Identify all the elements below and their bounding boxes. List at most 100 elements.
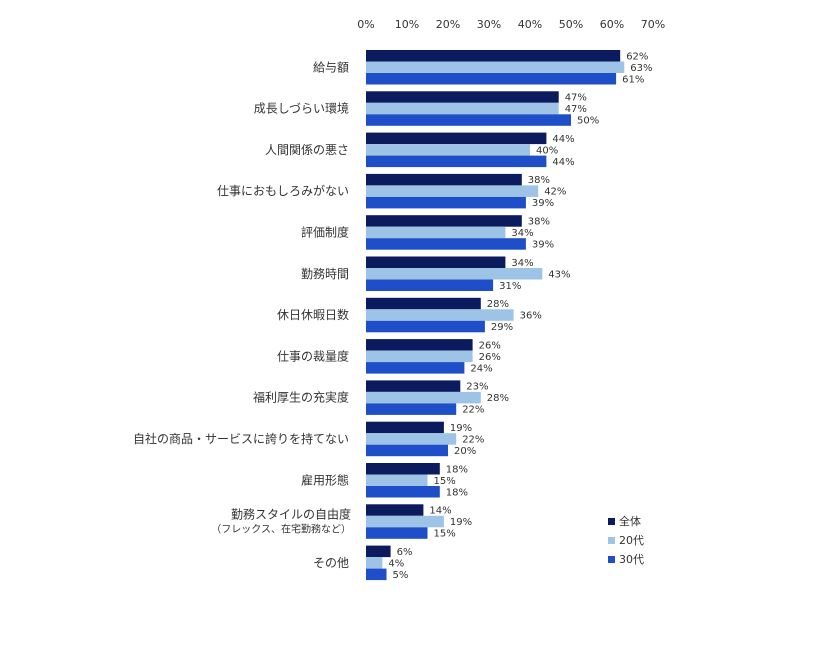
data-label: 23%	[466, 382, 488, 393]
bars	[366, 50, 625, 581]
x-tick-label: 10%	[395, 18, 419, 31]
bar	[366, 144, 530, 156]
x-tick-label: 0%	[357, 18, 374, 31]
category-label: 仕事におもしろみがない	[217, 183, 349, 198]
legend-label: 20代	[619, 534, 644, 547]
bar	[366, 50, 621, 62]
data-label: 39%	[532, 198, 554, 209]
x-tick-label: 40%	[518, 18, 542, 31]
bar	[366, 256, 506, 268]
bar	[366, 155, 547, 168]
data-label: 39%	[532, 239, 554, 250]
category-label: 勤務スタイルの自由度	[231, 507, 351, 522]
data-label: 19%	[450, 423, 472, 434]
bar	[366, 268, 543, 280]
legend-swatch	[608, 518, 615, 525]
x-tick-label: 20%	[436, 18, 460, 31]
data-label: 28%	[487, 299, 509, 310]
bar	[366, 226, 506, 239]
data-label: 6%	[397, 547, 413, 558]
data-label: 14%	[429, 506, 451, 517]
bar	[366, 391, 481, 404]
bar	[366, 568, 387, 581]
bar	[366, 279, 494, 291]
data-label: 22%	[462, 434, 484, 445]
data-label: 42%	[544, 187, 566, 198]
bar	[366, 132, 547, 145]
category-label: 雇用形態	[301, 472, 349, 487]
bar	[366, 504, 424, 516]
data-label: 43%	[548, 269, 570, 280]
bar	[366, 173, 522, 186]
bar	[366, 545, 391, 558]
bar	[366, 444, 448, 457]
bar	[366, 527, 428, 539]
data-label: 50%	[577, 116, 599, 127]
data-label: 34%	[511, 228, 533, 239]
data-label: 26%	[479, 352, 501, 363]
x-axis-ticks: 0% 10% 20% 30% 40% 50% 60% 70%	[357, 18, 665, 31]
data-label: 63%	[630, 63, 652, 74]
data-label: 38%	[528, 175, 550, 186]
data-label: 29%	[491, 322, 513, 333]
bar	[366, 339, 473, 351]
legend-label: 30代	[619, 553, 644, 566]
category-sublabel: （フレックス、在宅勤務など）	[211, 523, 351, 536]
category-label: 仕事の裁量度	[277, 348, 349, 363]
data-label: 5%	[393, 570, 409, 581]
bar	[366, 515, 444, 528]
data-label: 15%	[434, 529, 456, 540]
category-labels: 給与額成長しづらい環境人間関係の悪さ仕事におもしろみがない評価制度勤務時間休日休…	[133, 60, 351, 570]
bar	[366, 238, 526, 250]
data-labels: 62%47%44%38%38%34%28%26%23%19%18%14%6%63…	[388, 51, 652, 581]
bar	[366, 196, 526, 209]
data-label: 22%	[462, 405, 484, 416]
data-label: 19%	[450, 517, 472, 528]
category-label: 休日休暇日数	[277, 307, 349, 322]
x-tick-label: 60%	[600, 18, 624, 31]
data-label: 20%	[454, 446, 476, 457]
x-tick-label: 50%	[559, 18, 583, 31]
data-label: 62%	[626, 51, 648, 62]
data-label: 18%	[446, 487, 468, 498]
bar	[366, 403, 457, 415]
bar	[366, 297, 481, 310]
category-label: 給与額	[313, 60, 349, 74]
category-label: その他	[313, 556, 349, 570]
x-tick-label: 70%	[641, 18, 665, 31]
bar	[366, 474, 428, 486]
data-label: 44%	[552, 134, 574, 145]
data-label: 47%	[565, 104, 587, 115]
data-label: 31%	[499, 281, 521, 292]
data-label: 18%	[446, 464, 468, 475]
bar	[366, 102, 559, 115]
data-label: 47%	[565, 93, 587, 104]
x-tick-label: 30%	[477, 18, 501, 31]
data-label: 38%	[528, 216, 550, 227]
data-label: 4%	[388, 558, 404, 569]
category-label: 自社の商品・サービスに誇りを持てない	[133, 431, 349, 446]
bar	[366, 433, 457, 445]
bar	[366, 61, 625, 73]
category-label: 福利厚生の充実度	[253, 390, 349, 405]
bar	[366, 463, 440, 475]
data-label: 44%	[552, 157, 574, 168]
category-label: 評価制度	[301, 224, 349, 239]
bar	[366, 557, 383, 569]
data-label: 36%	[520, 311, 542, 322]
data-label: 26%	[479, 340, 501, 351]
bar	[366, 320, 485, 333]
bar	[366, 309, 514, 321]
legend: 全体 20代 30代	[608, 514, 644, 566]
data-label: 34%	[511, 258, 533, 269]
bar	[366, 114, 571, 126]
category-label: 人間関係の悪さ	[265, 143, 349, 157]
legend-label: 全体	[619, 514, 641, 528]
data-label: 24%	[470, 363, 492, 374]
bar	[366, 380, 461, 392]
data-label: 28%	[487, 393, 509, 404]
bar	[366, 73, 617, 85]
category-label: 成長しづらい環境	[254, 101, 349, 116]
data-label: 15%	[434, 476, 456, 487]
